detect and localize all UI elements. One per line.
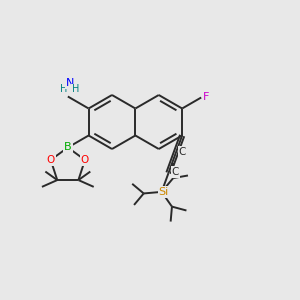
Text: O: O bbox=[46, 155, 55, 165]
Text: B: B bbox=[64, 142, 72, 152]
Text: C: C bbox=[172, 167, 179, 177]
Text: N: N bbox=[66, 79, 74, 88]
Text: O: O bbox=[81, 155, 89, 165]
Text: H: H bbox=[72, 85, 80, 94]
Text: C: C bbox=[178, 147, 186, 157]
Text: F: F bbox=[203, 92, 209, 103]
Text: Si: Si bbox=[158, 187, 169, 197]
Text: H: H bbox=[60, 85, 68, 94]
